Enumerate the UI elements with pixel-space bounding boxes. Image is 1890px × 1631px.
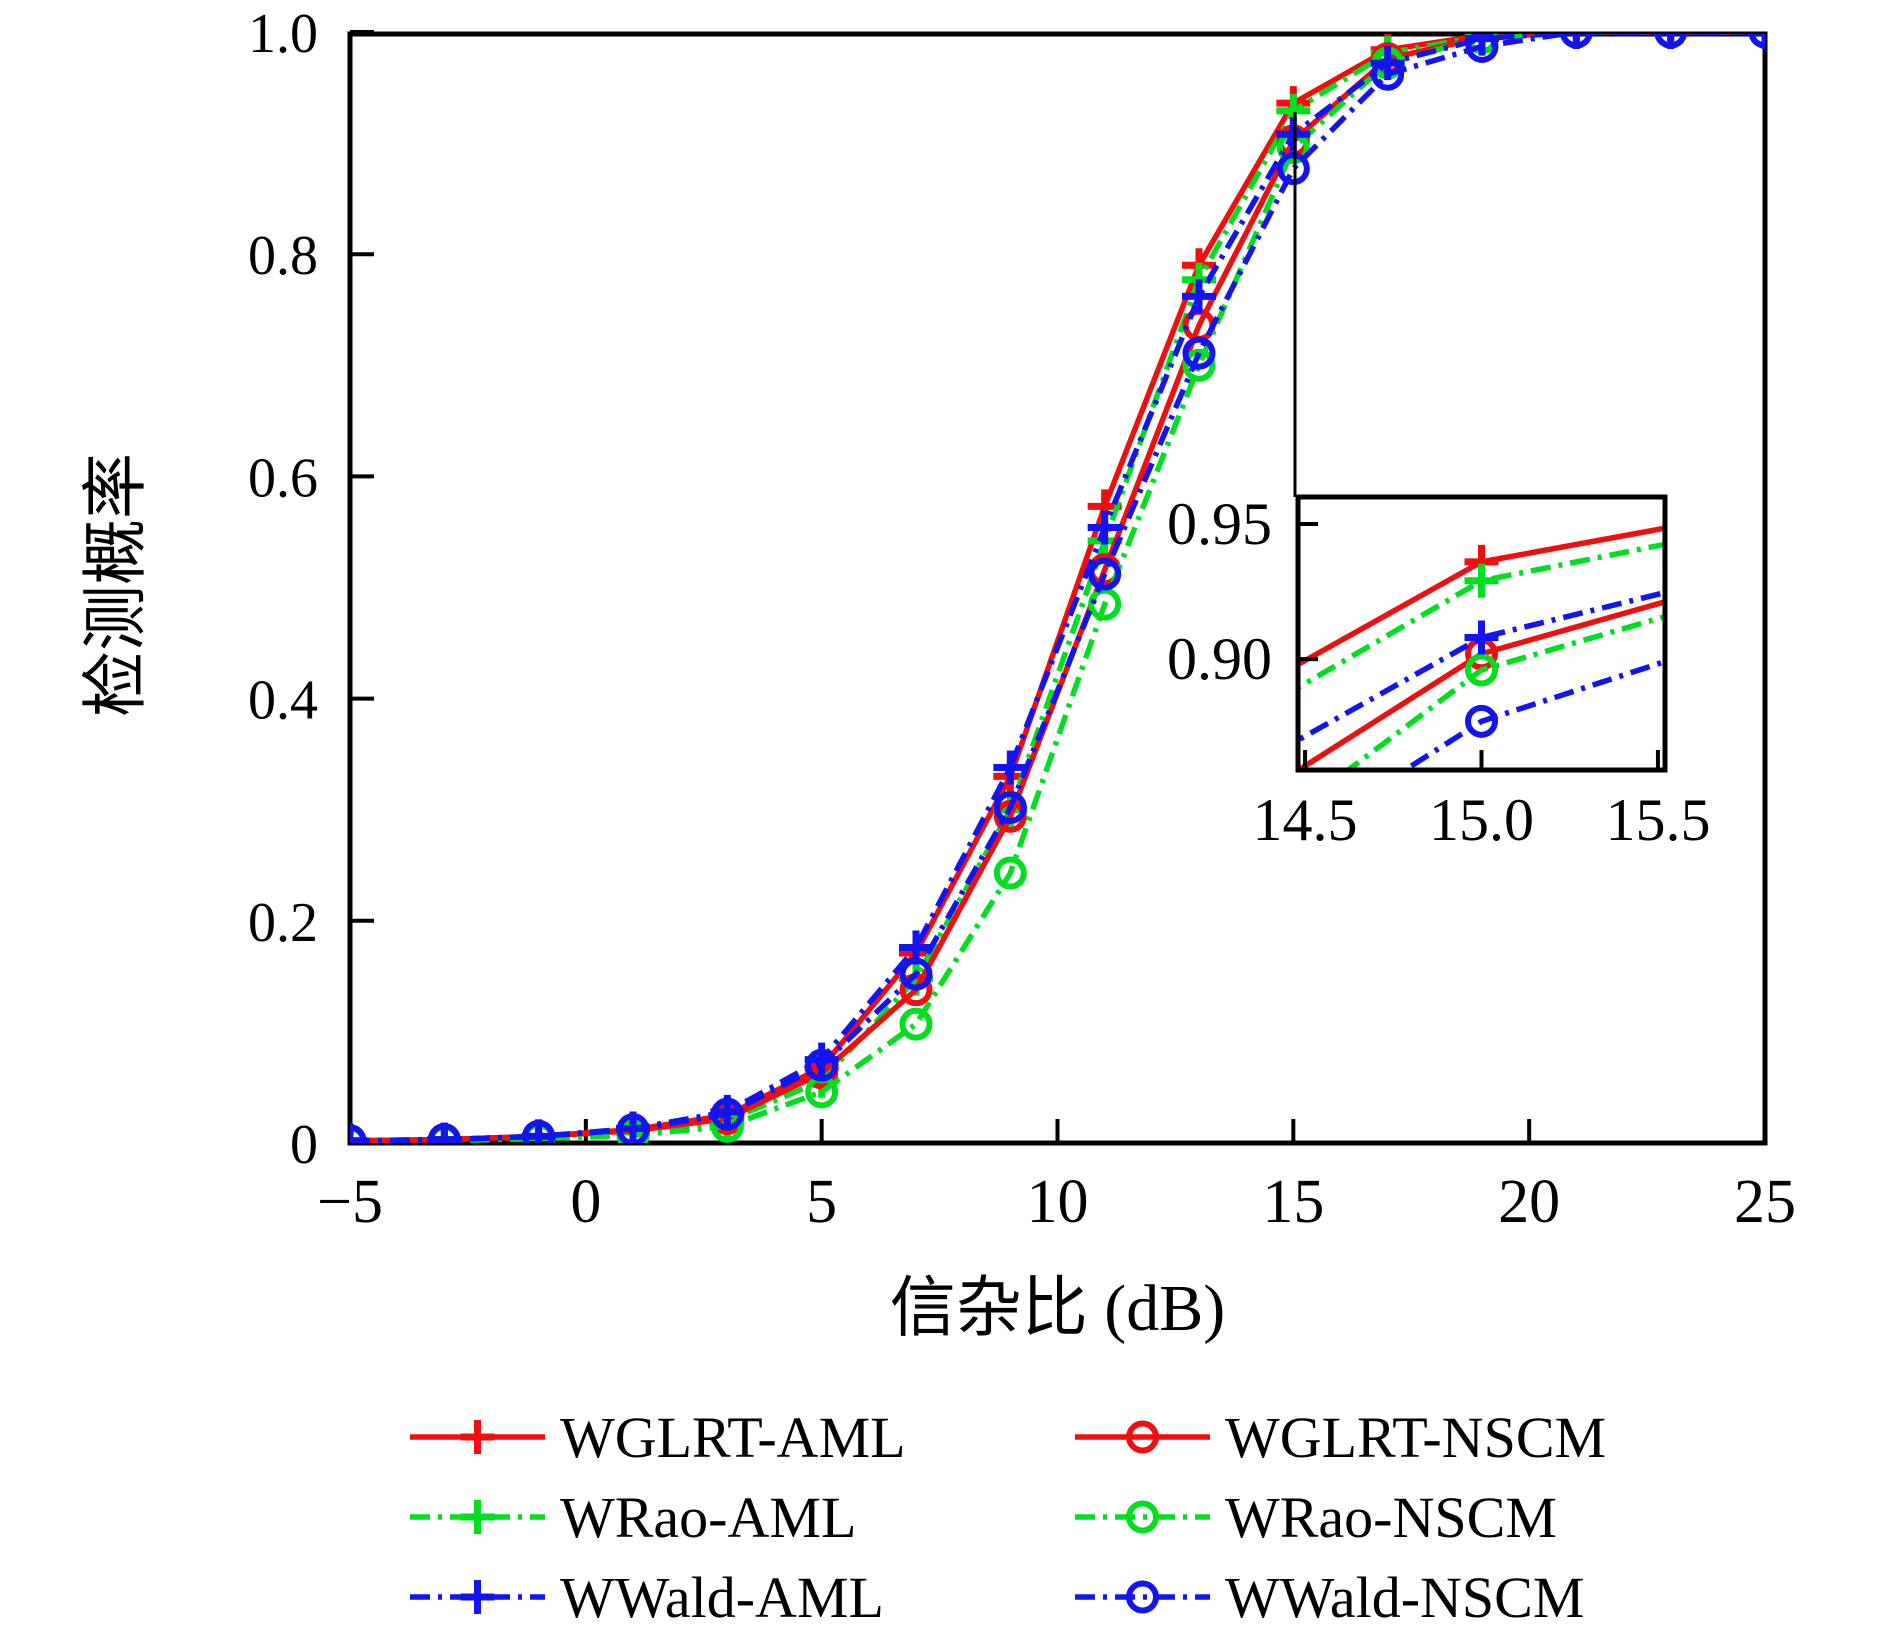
circle-marker — [1088, 557, 1122, 591]
y-axis-title: 检测概率 — [80, 453, 153, 717]
x-tick-label: 10 — [1027, 1168, 1089, 1236]
circle-marker — [427, 1123, 461, 1143]
x-tick-label: −5 — [317, 1168, 383, 1236]
circle-marker — [1559, 34, 1593, 49]
legend-item-WRao-AML: WRao-AML — [410, 1485, 856, 1550]
circle-marker — [522, 1119, 556, 1143]
legend-item-WWald-AML: WWald-AML — [410, 1565, 884, 1630]
legend-label: WRao-NSCM — [1225, 1485, 1557, 1550]
y-tick-label: 0.4 — [248, 670, 318, 732]
y-tick-label: 0 — [290, 1114, 318, 1176]
series-line-WWald-NSCM — [350, 34, 1765, 1143]
x-tick-label: 20 — [1498, 1168, 1560, 1236]
circle-marker — [1654, 34, 1688, 49]
circle-marker — [1126, 1500, 1159, 1534]
inset-series-WWald-NSCM — [1399, 658, 1665, 770]
inset-series-WRao-AML — [1298, 541, 1665, 691]
y-tick-label: 1.0 — [248, 3, 318, 65]
series-line-WWald-AML — [350, 34, 1765, 1143]
series-WWald-NSCM — [350, 34, 1765, 1143]
inset-series-WRao-NSCM — [1343, 613, 1665, 770]
legend-label: WWald-NSCM — [1225, 1565, 1584, 1630]
legend-label: WWald-AML — [560, 1565, 884, 1630]
circle-marker — [1182, 336, 1216, 370]
x-tick-label: 15 — [1262, 1168, 1324, 1236]
circle-marker — [805, 1048, 839, 1082]
x-tick-label: 0 — [570, 1168, 601, 1236]
circle-marker — [1465, 653, 1498, 687]
legend-item-WRao-NSCM: WRao-NSCM — [1075, 1485, 1557, 1550]
circle-marker — [350, 1124, 367, 1143]
circle-marker — [1371, 57, 1405, 91]
circle-marker — [899, 1007, 933, 1041]
circle-marker — [993, 790, 1027, 824]
x-tick-label: 5 — [806, 1168, 837, 1236]
legend-item-WWald-NSCM: WWald-NSCM — [1075, 1565, 1584, 1630]
y-tick-label: 0.8 — [248, 225, 318, 287]
x-axis-title: 信杂比 (dB) — [890, 1272, 1225, 1345]
legend-item-WGLRT-AML: WGLRT-AML — [410, 1405, 906, 1470]
x-tick-label: 25 — [1734, 1168, 1796, 1236]
circle-marker — [1465, 34, 1499, 63]
legend-label: WRao-AML — [560, 1485, 856, 1550]
circle-marker — [1126, 1420, 1159, 1454]
y-tick-label: 0.6 — [248, 447, 318, 509]
legend-label: WGLRT-AML — [560, 1405, 906, 1470]
legend-label: WGLRT-NSCM — [1225, 1405, 1606, 1470]
circle-marker — [1126, 1580, 1159, 1614]
inset-x-tick-label: 14.5 — [1253, 787, 1358, 853]
inset-series-WWald-AML — [1298, 589, 1665, 744]
circle-marker — [993, 856, 1027, 890]
circle-marker — [1276, 152, 1310, 186]
inset-x-tick-label: 15.5 — [1605, 787, 1710, 853]
circle-marker — [899, 957, 933, 991]
inset-y-tick-label: 0.90 — [1167, 626, 1272, 692]
circle-marker — [616, 1113, 650, 1143]
inset-x-tick-label: 15.0 — [1429, 787, 1534, 853]
y-tick-label: 0.2 — [248, 892, 318, 954]
legend-item-WGLRT-NSCM: WGLRT-NSCM — [1075, 1405, 1606, 1470]
circle-marker — [710, 1097, 744, 1131]
circle-marker — [1182, 348, 1216, 382]
circle-marker — [1465, 704, 1498, 738]
inset-y-tick-label: 0.95 — [1167, 491, 1272, 557]
